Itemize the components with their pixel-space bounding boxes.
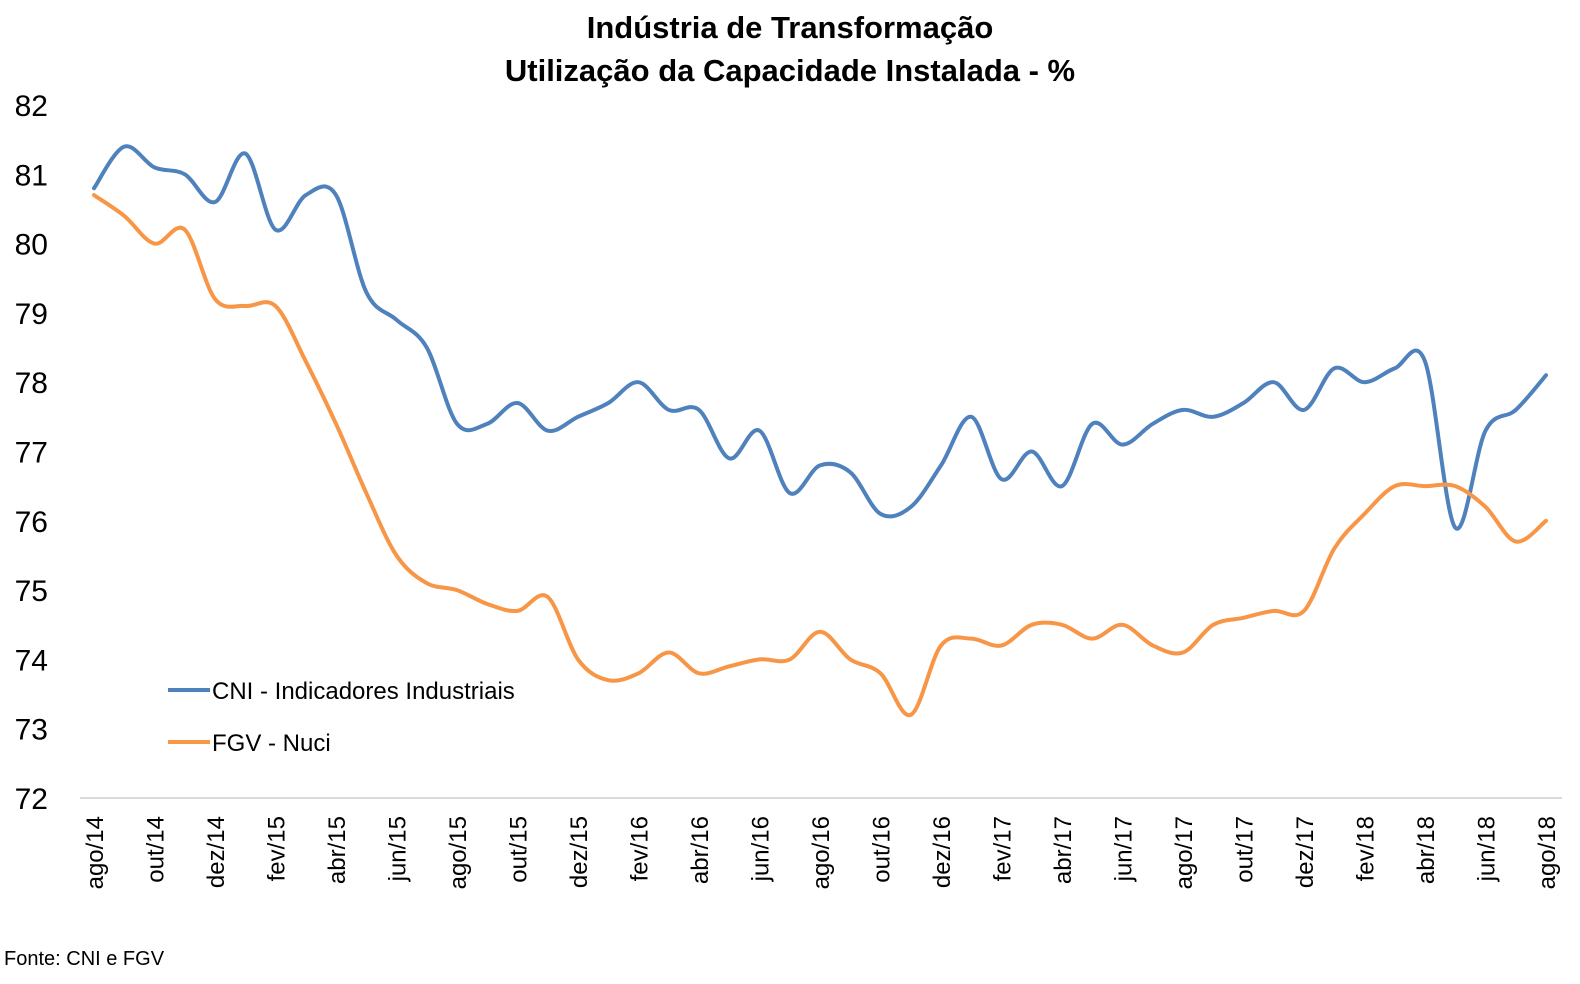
x-tick-label: out/17 <box>1232 816 1259 883</box>
y-tick-label: 75 <box>15 575 48 608</box>
y-tick-label: 77 <box>15 437 48 470</box>
x-tick-label: ago/17 <box>1171 816 1198 889</box>
series-line-2 <box>92 193 1548 717</box>
x-tick-label: dez/15 <box>566 816 593 888</box>
series-lines <box>92 144 1548 717</box>
x-tick-label: abr/18 <box>1413 816 1440 884</box>
x-tick-label: jun/18 <box>1474 816 1501 882</box>
y-tick-label: 76 <box>15 506 48 539</box>
chart-title-block: Indústria de Transformação Utilização da… <box>0 6 1580 92</box>
x-tick-label: jun/15 <box>385 816 412 882</box>
x-tick-label: ago/14 <box>82 816 109 889</box>
source-note: Fonte: CNI e FGV <box>4 948 165 970</box>
y-tick-label: 80 <box>15 229 48 262</box>
series-line-1 <box>92 144 1548 531</box>
x-tick-label: out/14 <box>143 816 170 883</box>
x-tick-label: dez/14 <box>203 816 230 888</box>
x-tick-label: dez/16 <box>929 816 956 888</box>
x-tick-label: fev/18 <box>1353 816 1380 881</box>
x-tick-label: fev/16 <box>627 816 654 881</box>
x-tick-label: ago/18 <box>1534 816 1561 889</box>
legend-label: FGV - Nuci <box>212 730 331 757</box>
y-tick-label: 73 <box>15 714 48 747</box>
x-tick-label: abr/15 <box>324 816 351 884</box>
x-tick-label: fev/15 <box>264 816 291 881</box>
y-tick-label: 78 <box>15 367 48 400</box>
legend-label: CNI - Indicadores Industriais <box>212 678 515 705</box>
x-tick-label: jun/17 <box>1111 816 1138 882</box>
x-tick-label: dez/17 <box>1292 816 1319 888</box>
y-tick-label: 72 <box>15 783 48 816</box>
x-tick-label: out/16 <box>869 816 896 883</box>
y-tick-label: 79 <box>15 298 48 331</box>
y-axis-ticks: 72 73 74 75 76 77 78 79 80 81 82 <box>15 90 48 816</box>
x-axis-ticks: ago/14 out/14 dez/14 fev/15 abr/15 jun/15 ago/… <box>82 816 1561 889</box>
x-tick-label: abr/17 <box>1050 816 1077 884</box>
x-tick-label: abr/16 <box>687 816 714 884</box>
x-tick-label: out/15 <box>506 816 533 883</box>
y-tick-label: 74 <box>15 644 48 677</box>
x-tick-label: jun/16 <box>748 816 775 882</box>
legend: CNI - Indicadores Industriais FGV - Nuci <box>168 678 515 757</box>
chart-subtitle: Utilização da Capacidade Instalada - % <box>504 53 1076 88</box>
x-tick-label: ago/15 <box>445 816 472 889</box>
chart-title: Indústria de Transformação <box>586 10 994 45</box>
y-tick-label: 81 <box>15 159 48 192</box>
x-tick-label: ago/16 <box>808 816 835 889</box>
x-tick-label: fev/17 <box>990 816 1017 881</box>
y-tick-label: 82 <box>15 90 48 123</box>
